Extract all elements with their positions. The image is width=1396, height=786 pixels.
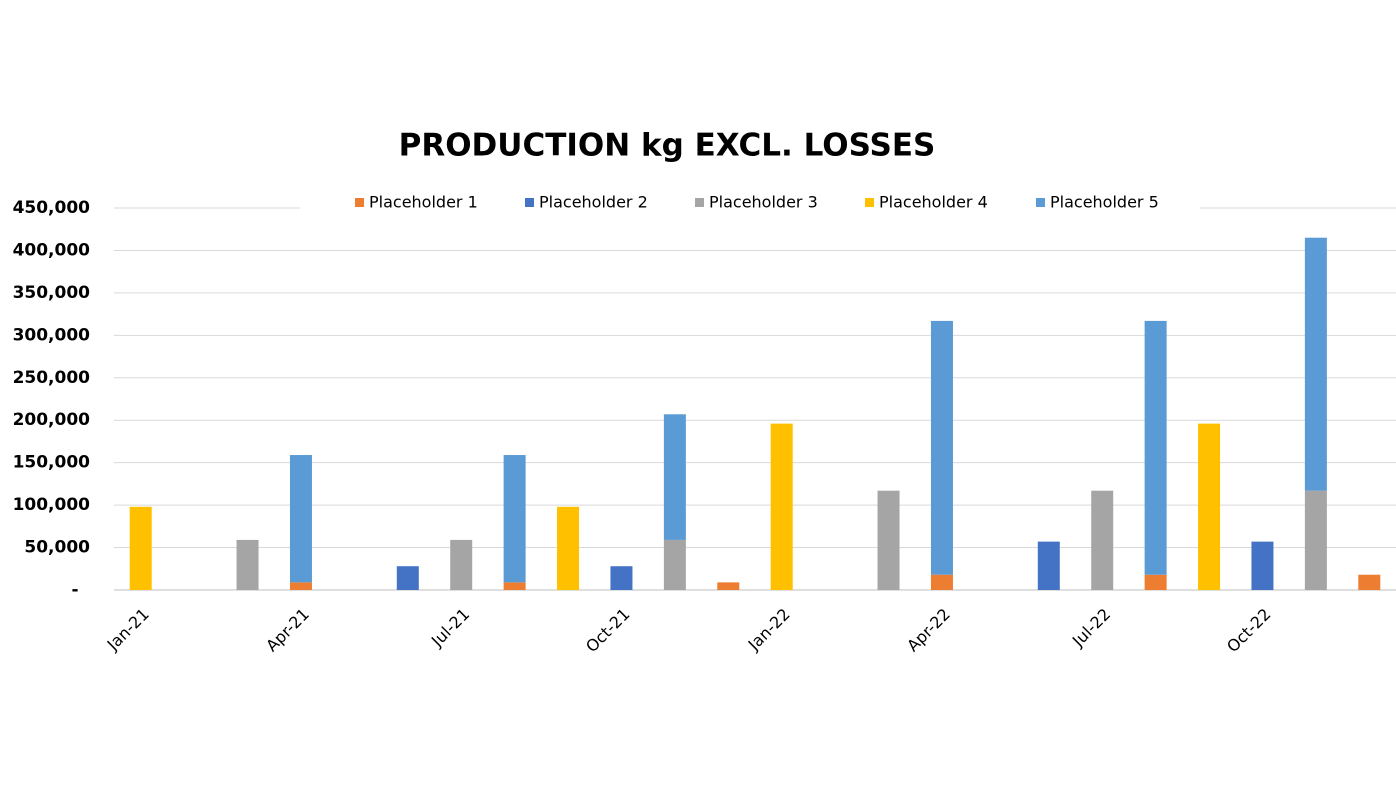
bar	[610, 566, 633, 590]
bar	[663, 414, 686, 540]
legend-text: Placeholder 5	[1050, 193, 1159, 212]
bar	[1358, 574, 1381, 590]
legend-text: Placeholder 1	[369, 193, 478, 212]
legend-text: Placeholder 4	[879, 193, 988, 212]
bar	[717, 582, 740, 590]
legend-background	[300, 190, 1200, 218]
bar	[770, 423, 793, 590]
y-tick-label: 50,000	[24, 538, 90, 558]
bar	[129, 506, 152, 590]
legend-text: Placeholder 3	[709, 193, 818, 212]
legend-swatch	[355, 198, 364, 207]
bar	[930, 574, 953, 590]
legend-swatch	[695, 198, 704, 207]
legend-text: Placeholder 2	[539, 193, 648, 212]
bar	[930, 320, 953, 575]
bar	[1198, 423, 1221, 590]
chart-title: PRODUCTION kg EXCL. LOSSES	[399, 128, 936, 164]
bar	[289, 455, 312, 583]
bar	[877, 490, 900, 590]
y-tick-label: 100,000	[13, 495, 91, 515]
y-tick-label: -	[71, 580, 78, 600]
y-tick-label: 300,000	[13, 325, 91, 345]
bar	[1144, 574, 1167, 590]
x-tick-label: Oct-21	[582, 605, 633, 656]
legend-swatch	[865, 198, 874, 207]
bar	[236, 539, 259, 590]
bar	[396, 566, 419, 590]
bar	[503, 455, 526, 583]
bar	[663, 539, 686, 590]
bar	[289, 582, 312, 590]
x-tick-label: Jul-22	[1068, 605, 1114, 651]
x-tick-label: Jan-22	[744, 605, 794, 655]
bar	[1091, 490, 1114, 590]
bar	[1304, 490, 1327, 590]
bar	[503, 582, 526, 590]
y-tick-label: 350,000	[13, 283, 91, 303]
y-tick-label: 150,000	[13, 453, 91, 473]
bar	[1144, 320, 1167, 575]
x-tick-label: Apr-22	[903, 605, 954, 656]
y-tick-label: 200,000	[13, 410, 91, 430]
y-tick-label: 450,000	[13, 198, 91, 218]
bar	[1037, 541, 1060, 590]
y-tick-label: 400,000	[13, 240, 91, 260]
x-tick-label: Jan-21	[103, 605, 153, 655]
legend-swatch	[525, 198, 534, 207]
bar	[1304, 237, 1327, 491]
y-tick-label: 250,000	[13, 368, 91, 388]
legend-swatch	[1036, 198, 1045, 207]
bar	[557, 506, 580, 590]
x-tick-label: Jul-21	[427, 605, 473, 651]
x-tick-label: Oct-22	[1223, 605, 1274, 656]
bar	[1251, 541, 1274, 590]
x-tick-label: Apr-21	[262, 605, 313, 656]
bar	[450, 539, 473, 590]
